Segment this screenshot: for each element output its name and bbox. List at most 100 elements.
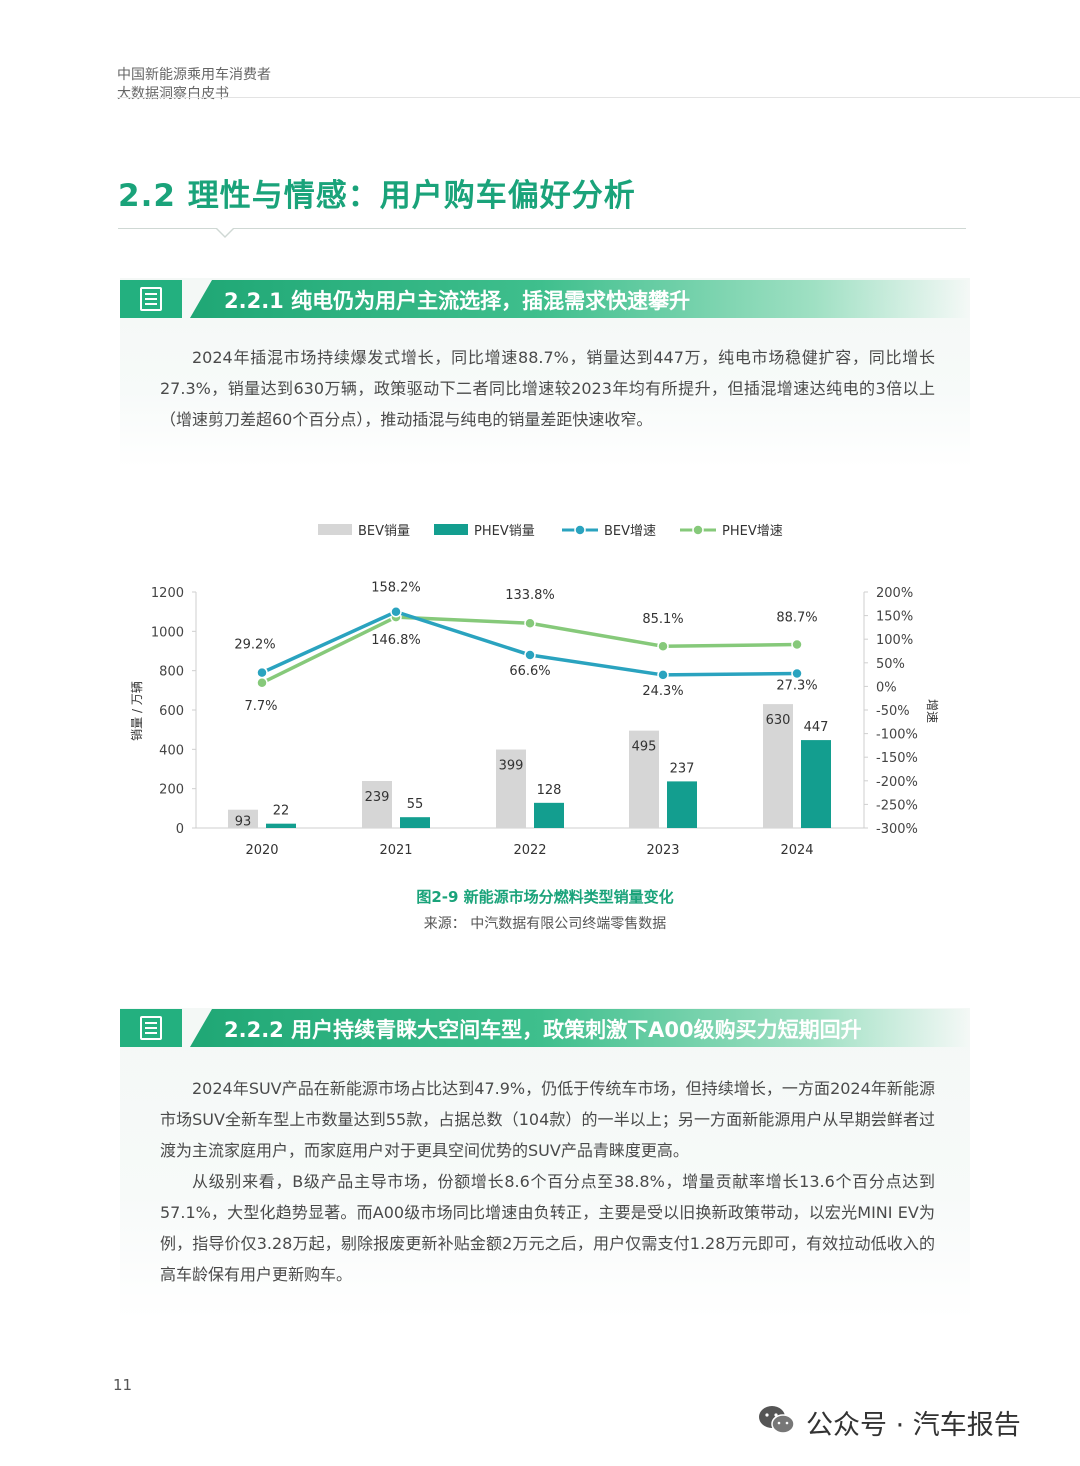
y2-tick-label: 50% bbox=[876, 657, 905, 672]
legend-bev-sales-label: BEV销量 bbox=[358, 524, 410, 539]
y-tick-label: 400 bbox=[159, 743, 184, 758]
y2-tick-label: 150% bbox=[876, 610, 913, 625]
subsection-1-title-bar bbox=[190, 280, 970, 318]
phev-bar bbox=[801, 740, 831, 828]
chart-lines bbox=[256, 605, 803, 689]
section-title-notch bbox=[215, 227, 235, 238]
subsection-2-panel bbox=[120, 1008, 970, 1320]
y-tick-label: 200 bbox=[159, 783, 184, 798]
watermark-text: 公众号 · 汽车报告 bbox=[806, 1410, 1021, 1441]
bev-growth-label: 158.2% bbox=[371, 581, 421, 596]
phev-bar bbox=[400, 817, 430, 828]
x-tick-label: 2023 bbox=[646, 843, 679, 858]
legend-phev-growth-marker bbox=[692, 524, 704, 536]
phev-growth-label: 133.8% bbox=[505, 588, 555, 603]
subsection-1-title: 2.2.1 纯电仍为用户主流选择，插混需求快速攀升 bbox=[224, 289, 691, 313]
y2-axis-label: 增速 bbox=[925, 699, 939, 723]
legend-bev-sales-swatch bbox=[318, 524, 352, 535]
bev-value-label: 239 bbox=[365, 790, 390, 805]
subsection-2-paragraph-1: 2024年SUV产品在新能源市场占比达到47.9%，仍低于传统车市场，但持续增长… bbox=[160, 1079, 935, 1160]
bev-value-label: 495 bbox=[632, 740, 657, 755]
y2-tick-label: 200% bbox=[876, 586, 913, 601]
y2-tick-label: -100% bbox=[876, 728, 918, 743]
phev-growth-point bbox=[524, 617, 536, 629]
y-tick-label: 600 bbox=[159, 704, 184, 719]
phev-value-label: 447 bbox=[804, 720, 829, 735]
y-tick-label: 800 bbox=[159, 665, 184, 680]
legend-bev-growth-label: BEV增速 bbox=[604, 524, 656, 539]
bev-bar bbox=[763, 704, 793, 828]
bev-bar bbox=[228, 809, 258, 828]
figure-caption: 图2-9 新能源市场分燃料类型销量变化 bbox=[416, 888, 674, 906]
phev-bar bbox=[266, 823, 296, 828]
y2-tick-label: -50% bbox=[876, 704, 910, 719]
document-header: 中国新能源乘用车消费者 大数据洞察白皮书 bbox=[117, 66, 271, 104]
phev-bar bbox=[667, 781, 697, 828]
y-tick-label: 1000 bbox=[151, 625, 184, 640]
legend-phev-sales-swatch bbox=[434, 524, 468, 535]
bev-value-label: 93 bbox=[235, 815, 252, 830]
wechat-icon bbox=[759, 1406, 795, 1434]
subsection-2-title-bar bbox=[190, 1009, 970, 1047]
legend-phev-growth-label: PHEV增速 bbox=[722, 524, 783, 539]
y2-tick-label: -200% bbox=[876, 775, 918, 790]
bev-bar bbox=[362, 780, 392, 828]
subsection-1-paragraph: 2024年插混市场持续爆发式增长，同比增速88.7%，销量达到447万，纯电市场… bbox=[160, 348, 935, 429]
x-tick-label: 2020 bbox=[245, 843, 278, 858]
y2-tick-label: 0% bbox=[876, 680, 897, 695]
bev-growth-point bbox=[657, 669, 669, 681]
document-icon bbox=[140, 1016, 162, 1040]
y-tick-label: 1200 bbox=[151, 586, 184, 601]
subsection-1-icon-box bbox=[120, 280, 182, 318]
bev-bar bbox=[496, 749, 526, 828]
bev-growth-label: 27.3% bbox=[776, 679, 817, 694]
phev-bar bbox=[534, 802, 564, 828]
chart-legend: BEV销量 PHEV销量 BEV增速 PHEV增速 bbox=[318, 524, 783, 539]
y2-tick-label: 100% bbox=[876, 633, 913, 648]
bev-bar bbox=[629, 730, 659, 828]
phev-growth-label: 7.7% bbox=[244, 699, 277, 714]
phev-value-label: 128 bbox=[537, 783, 562, 798]
phev-growth-point bbox=[256, 677, 268, 689]
section-title-divider bbox=[118, 228, 966, 229]
subsection-2-banner: 2.2.2 用户持续青睐大空间车型，政策刺激下A00级购买力短期回升 bbox=[120, 1009, 970, 1047]
phev-growth-label: 146.8% bbox=[371, 633, 421, 648]
y2-tick-label: -300% bbox=[876, 822, 918, 837]
section-title: 2.2 理性与情感：用户购车偏好分析 bbox=[118, 178, 636, 214]
bev-value-label: 630 bbox=[766, 713, 791, 728]
figure-source: 来源： 中汽数据有限公司终端零售数据 bbox=[423, 916, 667, 932]
bev-growth-label: 66.6% bbox=[509, 664, 550, 679]
bev-growth-label: 24.3% bbox=[642, 684, 683, 699]
y2-tick-label: -150% bbox=[876, 751, 918, 766]
phev-value-label: 55 bbox=[407, 797, 424, 812]
phev-growth-label: 85.1% bbox=[642, 612, 683, 627]
legend-bev-growth-marker bbox=[574, 524, 586, 536]
bev-growth-point bbox=[390, 605, 402, 618]
chart-bars bbox=[228, 704, 831, 828]
bev-growth-point bbox=[791, 667, 803, 680]
y-axis-label: 销量 / 万辆 bbox=[130, 681, 144, 741]
x-tick-label: 2021 bbox=[379, 843, 412, 858]
x-tick-label: 2022 bbox=[513, 843, 546, 858]
page-number: 11 bbox=[113, 1376, 133, 1394]
phev-value-label: 237 bbox=[670, 761, 695, 776]
bev-value-label: 399 bbox=[499, 759, 524, 774]
bev-growth-point bbox=[256, 666, 268, 679]
x-tick-label: 2024 bbox=[780, 843, 813, 858]
header-line-1: 中国新能源乘用车消费者 bbox=[117, 67, 271, 83]
subsection-1-banner: 2.2.1 纯电仍为用户主流选择，插混需求快速攀升 bbox=[120, 280, 970, 318]
bev-growth-label: 29.2% bbox=[234, 638, 275, 653]
subsection-2-title: 2.2.2 用户持续青睐大空间车型，政策刺激下A00级购买力短期回升 bbox=[224, 1018, 862, 1042]
subsection-2-icon-box bbox=[120, 1009, 182, 1047]
bev-growth-point bbox=[524, 649, 536, 661]
phev-value-label: 22 bbox=[273, 804, 290, 819]
phev-growth-point bbox=[657, 640, 669, 652]
document-icon bbox=[140, 287, 162, 311]
header-divider bbox=[117, 97, 1080, 98]
header-line-2: 大数据洞察白皮书 bbox=[117, 86, 229, 102]
sales-chart: BEV销量 PHEV销量 BEV增速 PHEV增速 0 200 400 600 800 1000… bbox=[130, 524, 939, 858]
y2-tick-label: -250% bbox=[876, 798, 918, 813]
legend-phev-sales-label: PHEV销量 bbox=[474, 524, 535, 539]
subsection-2-paragraph-2: 从级别来看，B级产品主导市场，份额增长8.6个百分点至38.8%，增量贡献率增长… bbox=[160, 1172, 935, 1284]
phev-growth-label: 88.7% bbox=[776, 611, 817, 626]
